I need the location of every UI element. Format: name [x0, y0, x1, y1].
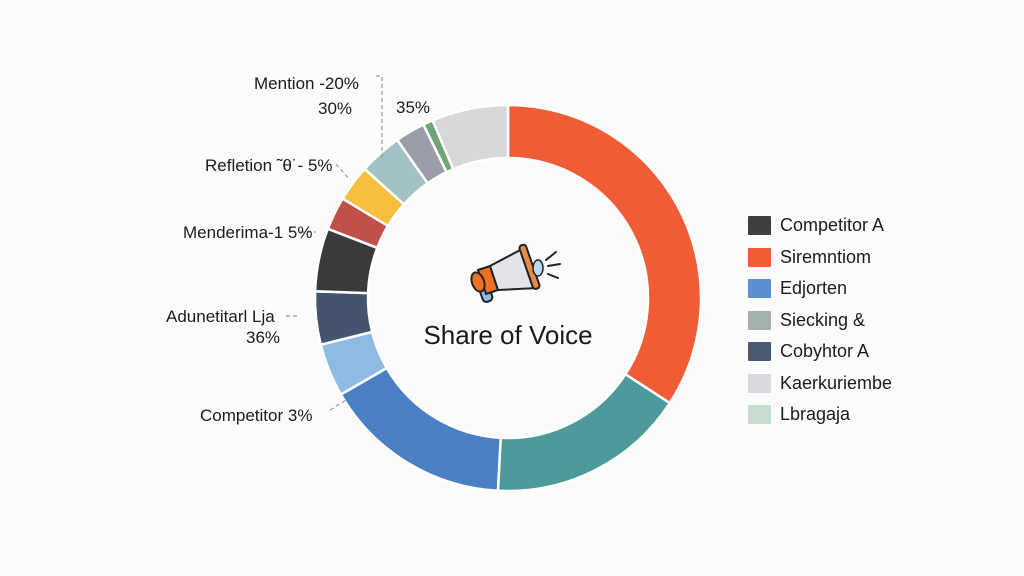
annotation-label: Adunetitarl Lja: [166, 307, 275, 326]
annotation-label: 35%: [396, 98, 431, 117]
leader-lines: [286, 75, 383, 411]
legend-label: Cobyhtor A: [780, 341, 870, 362]
annotation-label: Mention -20%: [254, 74, 359, 93]
chart-legend: Competitor A Siremntiom Edjorten Sieckin…: [748, 210, 892, 431]
legend-label: Lbragaja: [780, 404, 851, 425]
legend-item[interactable]: Edjorten: [748, 273, 892, 305]
legend-swatch: [748, 342, 771, 362]
legend-label: Competitor A: [780, 215, 885, 236]
annotation-label: Menderima-1 5%: [183, 223, 313, 242]
legend-swatch: [748, 373, 771, 393]
legend-item[interactable]: Siremntiom: [748, 242, 892, 274]
legend-label: Siremntiom: [780, 246, 872, 267]
legend-item[interactable]: Siecking &: [748, 305, 892, 337]
donut-ring: [313, 103, 703, 493]
legend-label: Siecking &: [780, 309, 866, 330]
legend-swatch: [748, 405, 771, 425]
legend-item[interactable]: Cobyhtor A: [748, 336, 892, 368]
legend-label: Kaerkuriembe: [780, 372, 893, 393]
legend-label: Edjorten: [780, 278, 848, 299]
annotation-label: Refletion ˜θ˙- 5%: [205, 156, 333, 175]
donut-segment[interactable]: [339, 366, 502, 493]
legend-item[interactable]: Lbragaja: [748, 399, 892, 431]
megaphone-icon: [470, 243, 561, 303]
legend-item[interactable]: Kaerkuriembe: [748, 368, 892, 400]
legend-swatch: [748, 247, 771, 267]
donut-segment[interactable]: [430, 103, 510, 171]
annotation-label: Competitor 3%: [200, 406, 313, 425]
legend-swatch: [748, 310, 771, 330]
annotation-label: 30%: [318, 99, 353, 118]
donut-segment[interactable]: [496, 372, 672, 493]
legend-swatch: [748, 216, 771, 236]
donut-segment[interactable]: [506, 103, 703, 405]
chart-title: Share of Voice: [423, 320, 593, 350]
legend-swatch: [748, 279, 771, 299]
annotation-label: 36%: [246, 328, 281, 347]
legend-item[interactable]: Competitor A: [748, 210, 892, 242]
